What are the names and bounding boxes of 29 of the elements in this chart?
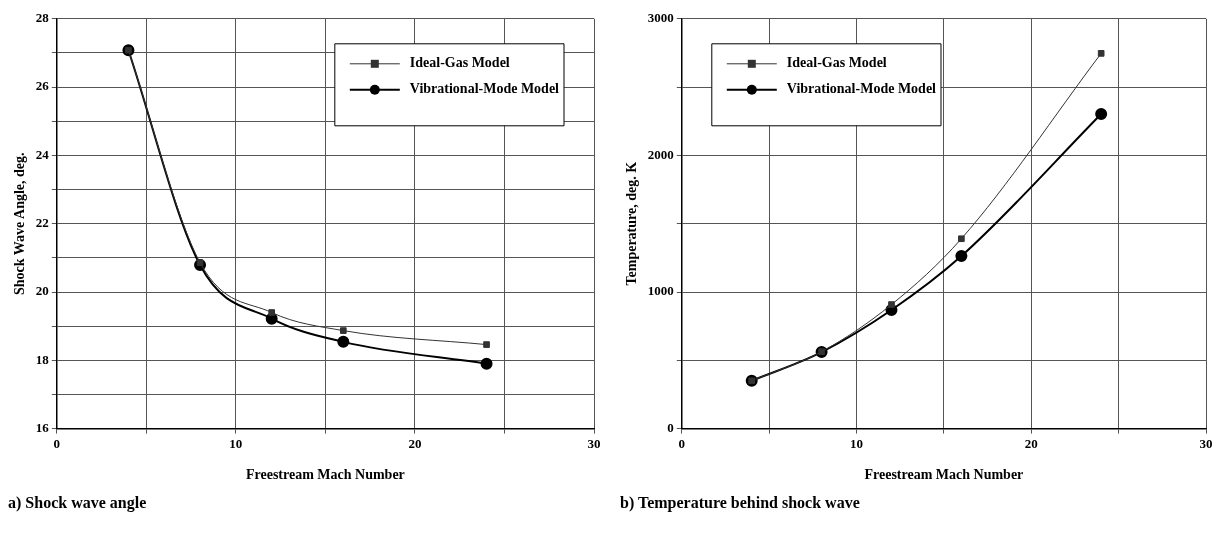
y-tick-label: 26: [35, 78, 50, 94]
x-tick-label: 20: [408, 435, 422, 451]
legend-label: Ideal-Gas Model: [409, 55, 510, 71]
y-tick-label: 18: [35, 351, 50, 367]
y-axis-title: Temperature, deg. K: [624, 161, 640, 286]
legend-label: Ideal-Gas Model: [786, 55, 887, 71]
legend-label: Vibrational-Mode Model: [786, 81, 937, 97]
y-tick-label: 22: [35, 215, 49, 231]
x-tick-label: 0: [678, 435, 686, 451]
legend-label: Vibrational-Mode Model: [409, 81, 560, 97]
y-tick-label: 3000: [647, 10, 674, 26]
text: a) Shock wave angle: [8, 494, 148, 512]
x-tick-label: 10: [850, 435, 864, 451]
y-tick-label: 1000: [647, 283, 674, 299]
x-axis-title: Freestream Mach Number: [864, 467, 1024, 483]
y-tick-label: 28: [35, 10, 50, 26]
x-tick-label: 10: [229, 435, 243, 451]
y-axis-title: Shock Wave Angle, deg.: [12, 152, 28, 295]
x-tick-label: 20: [1024, 435, 1038, 451]
x-axis-title: Freestream Mach Number: [245, 467, 405, 483]
x-tick-label: 0: [53, 435, 61, 451]
y-tick-label: 24: [35, 146, 50, 162]
y-tick-label: 2000: [647, 146, 674, 162]
text: b) Temperature behind shock wave: [620, 494, 861, 512]
x-tick-label: 30: [1199, 435, 1213, 451]
y-tick-label: 20: [35, 283, 49, 299]
y-tick-label: 0: [667, 419, 674, 435]
y-tick-label: 16: [35, 419, 50, 435]
x-tick-label: 30: [587, 435, 601, 451]
